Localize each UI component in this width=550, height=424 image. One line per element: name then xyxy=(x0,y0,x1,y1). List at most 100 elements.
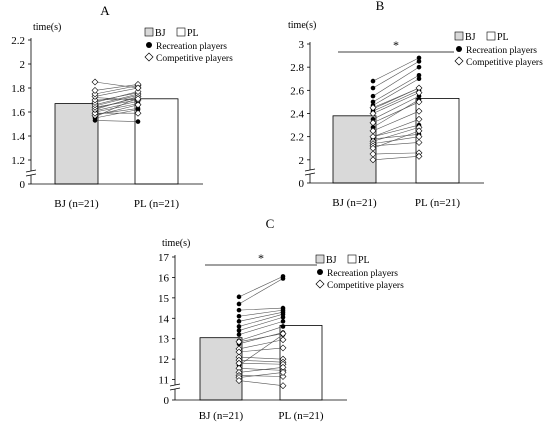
legend-recreation-marker xyxy=(146,42,152,48)
legend-swatch-pl xyxy=(176,27,186,37)
competitive-point xyxy=(134,95,142,103)
recreation-point xyxy=(236,328,242,333)
pair-line xyxy=(372,152,420,155)
pair-line xyxy=(238,339,284,350)
pair-line xyxy=(238,375,284,377)
bar-bj xyxy=(332,115,377,184)
y-tick-label: 14 xyxy=(158,313,170,325)
pair-line xyxy=(94,91,139,103)
competitive-point xyxy=(279,382,287,390)
competitive-point xyxy=(369,110,377,117)
pair-line xyxy=(372,124,420,137)
pair-line xyxy=(238,307,284,311)
axis-break-mark xyxy=(25,173,37,177)
legend-label-recreation: Recreation players xyxy=(156,42,227,52)
competitive-point xyxy=(235,338,243,346)
axis-break-gap xyxy=(171,385,179,389)
legend-recreation-marker xyxy=(317,269,323,275)
pair-line xyxy=(372,101,420,124)
recreation-point xyxy=(370,125,376,130)
pair-line xyxy=(238,313,284,327)
pair-line xyxy=(372,130,420,149)
competitive-point xyxy=(134,88,142,96)
legend-label-pl: PL xyxy=(497,32,509,43)
y-tick-label: 2.8 xyxy=(290,62,304,74)
pair-line xyxy=(372,57,420,82)
recreation-point xyxy=(416,93,422,99)
bar-bj xyxy=(199,337,243,401)
competitive-point xyxy=(415,139,423,146)
recreation-point xyxy=(370,116,376,122)
recreation-point xyxy=(416,76,422,82)
pair-line xyxy=(238,311,284,322)
pair-line xyxy=(238,367,284,373)
legend-label-bj: BJ xyxy=(465,32,476,43)
pair-line xyxy=(372,90,420,112)
pair-line xyxy=(94,96,139,110)
y-tick-label: 0 xyxy=(299,178,305,190)
recreation-point xyxy=(370,85,376,91)
recreation-point xyxy=(280,276,286,281)
pair-line xyxy=(94,109,139,119)
pair-line xyxy=(238,333,284,343)
competitive-point xyxy=(91,90,99,98)
pair-line xyxy=(372,78,420,106)
competitive-point xyxy=(415,152,423,160)
y-tick-label: 13 xyxy=(158,334,170,346)
competitive-point xyxy=(134,109,142,117)
y-tick-label: 1.8 xyxy=(11,83,25,95)
pair-line xyxy=(238,380,284,386)
recreation-point xyxy=(236,307,242,313)
pair-line xyxy=(372,66,420,97)
axis-break-gap xyxy=(306,170,314,174)
significance-marker: * xyxy=(393,38,399,52)
competitive-point xyxy=(415,115,423,123)
pair-line xyxy=(238,359,284,363)
y-tick-label: 3 xyxy=(299,39,305,51)
x-tick-label: BJ (n=21) xyxy=(199,410,244,422)
axis-break-mark xyxy=(169,387,181,391)
pair-line xyxy=(238,321,284,335)
panel-letter: C xyxy=(266,216,275,231)
competitive-point xyxy=(279,336,287,344)
y-tick-label: 2.2 xyxy=(11,35,25,47)
pair-line xyxy=(94,103,139,113)
recreation-point xyxy=(416,55,422,61)
y-tick-label: 1.6 xyxy=(11,107,25,119)
pair-line xyxy=(372,75,420,103)
y-tick-label: 2.6 xyxy=(290,85,304,97)
axis-break-mark xyxy=(169,383,181,387)
pair-line xyxy=(238,276,284,298)
x-tick-label: PL (n=21) xyxy=(134,198,180,210)
legend-label-recreation: Recreation players xyxy=(327,269,398,279)
pair-line xyxy=(372,110,420,132)
axis-break-mark xyxy=(304,168,316,172)
pair-line xyxy=(372,134,420,140)
legend-label-bj: BJ xyxy=(155,28,166,39)
bar-bj xyxy=(54,103,99,185)
recreation-point xyxy=(236,301,242,307)
axis-break-mark xyxy=(304,172,316,176)
pair-line xyxy=(94,87,139,97)
y-tick-label: 12 xyxy=(158,354,169,366)
x-tick-label: BJ (n=21) xyxy=(332,197,377,209)
pair-line xyxy=(372,136,420,144)
recreation-point xyxy=(280,324,286,329)
pair-line xyxy=(372,92,420,114)
legend-swatch-bj xyxy=(144,27,154,37)
competitive-point xyxy=(415,127,423,135)
competitive-point xyxy=(369,156,377,164)
panel-letter: B xyxy=(376,0,385,13)
pair-line xyxy=(372,95,420,120)
legend-label-bj: BJ xyxy=(326,255,337,266)
recreation-point xyxy=(236,332,242,337)
y-tick-label: 15 xyxy=(158,293,170,305)
competitive-point xyxy=(235,377,243,385)
pair-line xyxy=(238,347,284,353)
legend-label-recreation: Recreation players xyxy=(466,46,537,56)
pair-line xyxy=(372,61,420,89)
